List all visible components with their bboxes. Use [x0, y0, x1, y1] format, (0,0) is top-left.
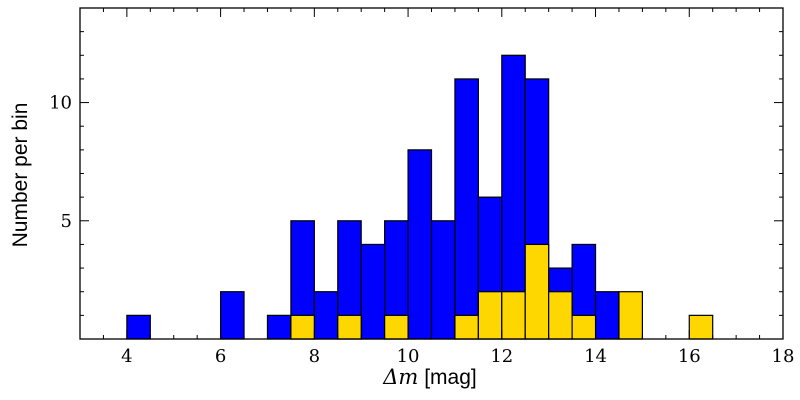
plot-frame — [79, 7, 784, 340]
x-tick-label-1: 6 — [215, 346, 226, 367]
x-axis-label-symbol: Δm — [382, 365, 418, 389]
x-tick-label-7: 18 — [772, 346, 795, 367]
x-tick-label-4: 12 — [490, 346, 513, 367]
histogram-bar-series-0-8 — [407, 149, 433, 340]
histogram-bar-series-0-0 — [126, 314, 151, 340]
histogram-bar-series-0-4 — [313, 291, 339, 340]
labels-layer: 4 6 8 10 12 14 16 18 5 10 — [49, 93, 794, 367]
histogram-bar-series-1-7 — [548, 291, 573, 340]
histogram-bar-series-1-3 — [454, 314, 479, 340]
x-tick-label-3: 10 — [397, 346, 420, 367]
histogram-bar-series-1-4 — [477, 291, 503, 340]
histogram-bar-series-0-6 — [360, 243, 386, 340]
histogram-bar-series-0-16 — [594, 291, 620, 340]
x-axis-label-unit: [mag] — [424, 366, 477, 389]
x-tick-label-2: 8 — [309, 346, 320, 367]
histogram-bar-series-0-2 — [266, 314, 292, 340]
bars-layer — [126, 54, 714, 340]
histogram-bar-series-0-10 — [454, 78, 479, 340]
histogram-bar-series-1-2 — [384, 314, 409, 340]
histogram-bar-series-1-10 — [688, 314, 714, 340]
histogram-bar-series-0-9 — [430, 220, 456, 340]
histogram-bar-series-1-5 — [501, 291, 526, 340]
histogram-bar-series-1-1 — [337, 314, 362, 340]
x-tick-label-5: 14 — [584, 346, 607, 367]
y-axis-label: Number per bin — [9, 103, 32, 248]
histogram-bar-series-0-1 — [220, 291, 245, 340]
x-axis-label: Δm [mag] — [382, 365, 476, 389]
x-tick-label-6: 16 — [678, 346, 701, 367]
histogram-bar-series-1-0 — [290, 314, 315, 340]
histogram-bar-series-1-6 — [524, 243, 550, 340]
histogram-bar-series-1-8 — [571, 314, 597, 340]
y-tick-label-1: 10 — [49, 93, 72, 114]
y-tick-label-0: 5 — [61, 211, 72, 232]
x-tick-label-0: 4 — [121, 346, 132, 367]
histogram-bar-series-1-9 — [618, 291, 644, 340]
